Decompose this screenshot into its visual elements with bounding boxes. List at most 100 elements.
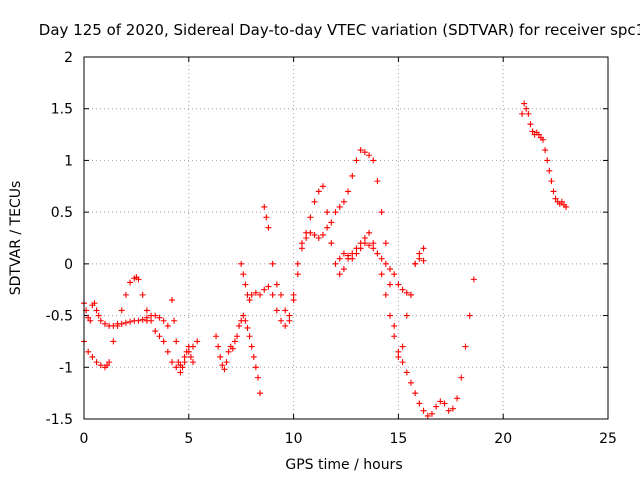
data-point: [324, 224, 331, 231]
data-point: [97, 317, 104, 324]
y-tick-label: 0: [64, 257, 73, 273]
data-point: [328, 219, 335, 226]
series-track-d: [169, 297, 196, 376]
data-point: [353, 250, 360, 257]
data-point: [127, 279, 134, 286]
data-point: [294, 260, 301, 267]
data-point: [315, 188, 322, 195]
data-point: [185, 343, 192, 350]
data-point: [441, 400, 448, 407]
data-point: [143, 307, 150, 314]
data-point: [152, 328, 159, 335]
axis-ticks: 0 5 10 15 20 25 -1.5 -1 -0.5 0 0.5 1 1.5 2: [46, 50, 617, 447]
data-point: [254, 374, 261, 381]
data-point: [433, 403, 440, 410]
data-point: [370, 157, 377, 164]
y-tick-label: -1.5: [46, 412, 73, 428]
data-point: [345, 188, 352, 195]
series-track-c: [143, 312, 171, 329]
data-point: [173, 364, 180, 371]
data-point: [399, 359, 406, 366]
data-point: [95, 312, 102, 319]
data-point: [412, 260, 419, 267]
data-point: [252, 364, 259, 371]
data-point: [257, 390, 264, 397]
y-tick-label: 1.5: [51, 102, 73, 118]
data-point: [189, 359, 196, 366]
data-point: [378, 271, 385, 278]
data-point: [366, 229, 373, 236]
data-point: [523, 105, 530, 112]
y-tick-label: 2: [64, 50, 73, 66]
y-tick-label: 1: [64, 153, 73, 169]
data-point: [336, 203, 343, 210]
data-point: [387, 266, 394, 273]
data-point: [340, 250, 347, 257]
data-point: [181, 359, 188, 366]
data-point: [378, 255, 385, 262]
x-tick-label: 20: [494, 431, 512, 447]
data-point: [340, 266, 347, 273]
data-point: [110, 322, 117, 329]
data-marks: [81, 100, 570, 419]
data-point: [236, 322, 243, 329]
data-point: [540, 136, 547, 143]
data-point: [290, 297, 297, 304]
data-point: [223, 359, 230, 366]
data-point: [104, 362, 111, 369]
data-point: [261, 286, 268, 293]
data-point: [231, 338, 238, 345]
series-track-h: [336, 240, 427, 298]
data-point: [183, 348, 190, 355]
data-point: [535, 131, 542, 138]
data-point: [135, 317, 142, 324]
data-point: [445, 407, 452, 414]
data-point: [93, 307, 100, 314]
data-point: [250, 353, 257, 360]
data-point: [110, 338, 117, 345]
data-point: [420, 245, 427, 252]
data-point: [286, 312, 293, 319]
data-point: [85, 348, 92, 355]
data-point: [357, 245, 364, 252]
data-point: [177, 369, 184, 376]
data-point: [97, 362, 104, 369]
data-point: [332, 209, 339, 216]
data-point: [307, 229, 314, 236]
data-point: [382, 240, 389, 247]
data-point: [139, 316, 146, 323]
data-point: [229, 345, 236, 352]
data-point: [546, 167, 553, 174]
data-point: [552, 195, 559, 202]
data-point: [269, 291, 276, 298]
data-point: [399, 286, 406, 293]
data-point: [563, 203, 570, 210]
data-point: [106, 359, 113, 366]
data-point: [101, 320, 108, 327]
data-point: [242, 281, 249, 288]
data-point: [403, 369, 410, 376]
data-point: [391, 271, 398, 278]
y-tick-label: -0.5: [46, 309, 73, 325]
data-point: [273, 307, 280, 314]
data-point: [328, 240, 335, 247]
data-point: [319, 183, 326, 190]
data-point: [416, 400, 423, 407]
data-point: [340, 198, 347, 205]
data-point: [550, 188, 557, 195]
data-point: [244, 324, 251, 331]
data-point: [366, 152, 373, 159]
data-point: [152, 312, 159, 319]
data-point: [169, 359, 176, 366]
data-point: [391, 333, 398, 340]
series-track-a: [81, 274, 201, 371]
data-point: [261, 203, 268, 210]
data-point: [173, 338, 180, 345]
plot-frame: [83, 56, 609, 420]
data-point: [324, 209, 331, 216]
data-point: [269, 260, 276, 267]
data-point: [382, 260, 389, 267]
data-point: [171, 317, 178, 324]
data-point: [378, 209, 385, 216]
